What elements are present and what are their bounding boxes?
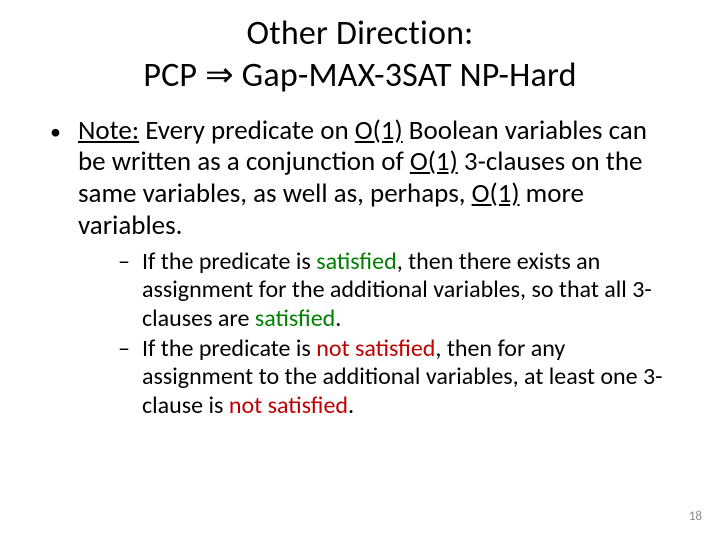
title-pcp: PCP (143, 55, 205, 96)
sub2-c: . (348, 391, 354, 420)
slide-body: • Note: Every predicate on O(1) Boolean … (0, 97, 720, 420)
note-o3: O(1) (472, 177, 520, 210)
note-o1: O(1) (355, 114, 403, 147)
sub2-not-satisfied-2: not satisfied (229, 391, 348, 420)
dash-icon: – (118, 335, 130, 363)
title-line-1: Other Direction: (0, 14, 720, 55)
note-o2: O(1) (410, 145, 458, 178)
sub1-c: . (335, 304, 341, 333)
title-rest: Gap-MAX-3SAT NP-Hard (234, 55, 577, 96)
sub1-satisfied-2: satisfied (255, 304, 335, 333)
implies-arrow-icon: ⇒ (205, 56, 234, 94)
note-t1: Every predicate on (139, 114, 355, 147)
bullet-icon: • (50, 119, 61, 145)
sub-list: – If the predicate is satisfied, then th… (78, 242, 680, 420)
note-label: Note: (78, 114, 139, 147)
bullet-note: • Note: Every predicate on O(1) Boolean … (50, 115, 680, 420)
sub2-a: If the predicate is (142, 334, 316, 363)
slide: Other Direction: PCP ⇒ Gap-MAX-3SAT NP-H… (0, 0, 720, 540)
sub1-satisfied: satisfied (316, 247, 396, 276)
sub-item-2: – If the predicate is not satisfied, the… (118, 335, 680, 420)
slide-title: Other Direction: PCP ⇒ Gap-MAX-3SAT NP-H… (0, 0, 720, 97)
title-line-2: PCP ⇒ Gap-MAX-3SAT NP-Hard (0, 55, 720, 97)
sub2-not-satisfied: not satisfied (316, 334, 435, 363)
page-number: 18 (689, 509, 702, 524)
sub1-a: If the predicate is (142, 247, 316, 276)
sub-item-1: – If the predicate is satisfied, then th… (118, 248, 680, 333)
dash-icon: – (118, 248, 130, 276)
